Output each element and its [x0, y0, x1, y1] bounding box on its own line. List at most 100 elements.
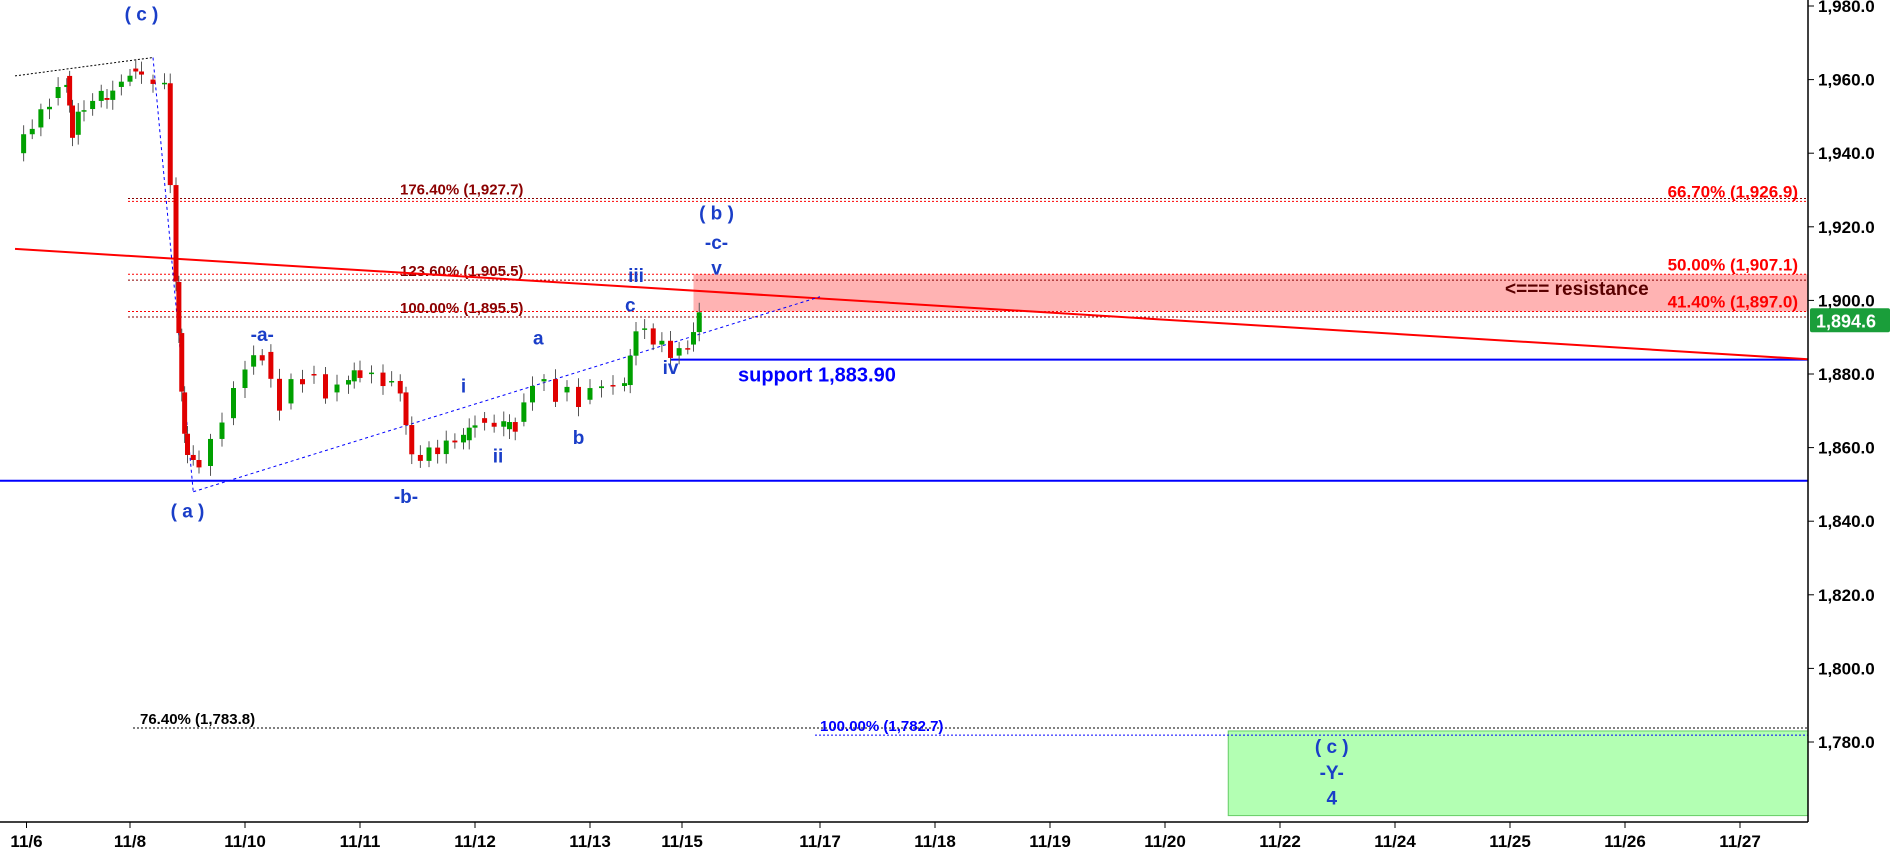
wave-dotted-line: [152, 57, 194, 492]
candle-body: [397, 380, 403, 394]
last-price-badge: [1810, 308, 1890, 333]
candle-body: [179, 333, 185, 392]
candle-body: [685, 348, 691, 350]
candle-body: [288, 379, 294, 404]
x-tick-label: 11/24: [1374, 832, 1416, 851]
candle-body: [67, 75, 73, 106]
candle-body: [133, 68, 139, 72]
candle-body: [167, 83, 173, 186]
x-tick-label: 11/18: [914, 832, 956, 851]
red-trendline: [14, 247, 1809, 361]
y-tick-label: 1,780.0: [1818, 733, 1875, 752]
candle-body: [491, 422, 497, 427]
x-tick-label: 11/25: [1489, 832, 1531, 851]
support-label: support 1,883.90: [738, 365, 896, 387]
candle-body: [334, 384, 340, 393]
candle-body: [541, 379, 547, 382]
candle-body: [47, 106, 52, 110]
wave-label: v: [711, 259, 722, 280]
x-tick-label: 11/20: [1144, 832, 1186, 851]
y-tick-label: 1,980.0: [1818, 0, 1875, 16]
wave-label: -Y-: [1320, 763, 1344, 784]
candle-body: [403, 392, 409, 426]
candle-body: [75, 111, 81, 135]
candle-body: [530, 385, 535, 403]
wave-label: ii: [493, 446, 504, 467]
fib-label-left: 123.60% (1,905.5): [400, 263, 523, 280]
fib-label-bottom-blue: 100.00% (1,782.7): [820, 718, 943, 735]
candle-body: [242, 369, 248, 389]
fib-label-right: 41.40% (1,897.0): [1668, 292, 1798, 311]
candle-body: [369, 372, 374, 375]
candle-body: [587, 388, 593, 400]
wave-label: ( a ): [171, 502, 205, 523]
x-tick-label: 11/6: [10, 832, 42, 851]
candle-body: [435, 447, 441, 455]
candle-body: [564, 386, 570, 393]
x-tick-label: 11/22: [1259, 832, 1301, 851]
top-dotted-line: [14, 57, 154, 77]
x-tick-label: 11/13: [569, 832, 611, 851]
candle-body: [173, 185, 179, 282]
last-price-label: 1,894.6: [1816, 311, 1876, 331]
wave-label: 4: [1326, 789, 1337, 810]
candle-body: [323, 374, 328, 399]
candle-body: [576, 386, 581, 408]
candle-body: [389, 380, 395, 383]
candle-body: [659, 340, 665, 345]
candle-body: [696, 312, 702, 333]
candle-body: [176, 282, 182, 334]
y-tick-label: 1,800.0: [1818, 659, 1875, 678]
candle-body: [118, 81, 124, 87]
candle-body: [482, 418, 488, 423]
candle-body: [98, 90, 104, 101]
target-zone: [1227, 730, 1809, 817]
candle-body: [219, 422, 225, 439]
candle-body: [231, 388, 236, 419]
x-tick-label: 11/15: [661, 832, 703, 851]
candle-body: [357, 370, 363, 378]
candle-body: [139, 71, 144, 75]
candle-body: [346, 380, 351, 385]
candle-body: [426, 447, 432, 461]
candle-body: [196, 459, 202, 468]
candle-body: [417, 454, 423, 461]
candle-body: [150, 79, 156, 84]
fib-label-bottom: 76.40% (1,783.8): [140, 711, 255, 728]
x-tick-label: 11/10: [224, 832, 266, 851]
candle-body: [208, 438, 213, 466]
candle-body: [29, 128, 35, 135]
candle-body: [409, 425, 415, 455]
candle-body: [81, 110, 87, 112]
x-tick-label: 11/27: [1719, 832, 1761, 851]
candle-body: [627, 355, 633, 386]
candle-body: [162, 82, 167, 85]
wave-label: -b-: [394, 487, 418, 508]
candle-body: [633, 331, 639, 356]
wave-label: iv: [663, 358, 679, 379]
candle-body: [268, 351, 274, 379]
wave-label: b: [573, 428, 585, 449]
candle-body: [443, 440, 449, 455]
candle-body: [311, 374, 317, 376]
wave-label: -a-: [251, 325, 274, 346]
candle-body: [501, 421, 507, 427]
candle-body: [110, 90, 116, 100]
candle-body: [38, 109, 44, 128]
x-tick-label: 11/8: [114, 832, 146, 851]
y-tick-label: 1,940.0: [1818, 144, 1875, 163]
channel-line: [193, 296, 821, 493]
candle-body: [642, 328, 648, 330]
candle-body: [553, 379, 558, 402]
candle-body: [452, 440, 458, 443]
candle-body: [190, 454, 196, 460]
y-tick-label: 1,840.0: [1818, 512, 1875, 531]
x-tick-label: 11/11: [340, 832, 381, 851]
candle-body: [64, 84, 70, 88]
fib-label-left: 176.40% (1,927.7): [400, 181, 523, 198]
x-tick-label: 11/12: [454, 832, 496, 851]
candle-body: [461, 434, 466, 443]
candle-body: [104, 98, 110, 100]
wave-label: i: [461, 376, 466, 397]
